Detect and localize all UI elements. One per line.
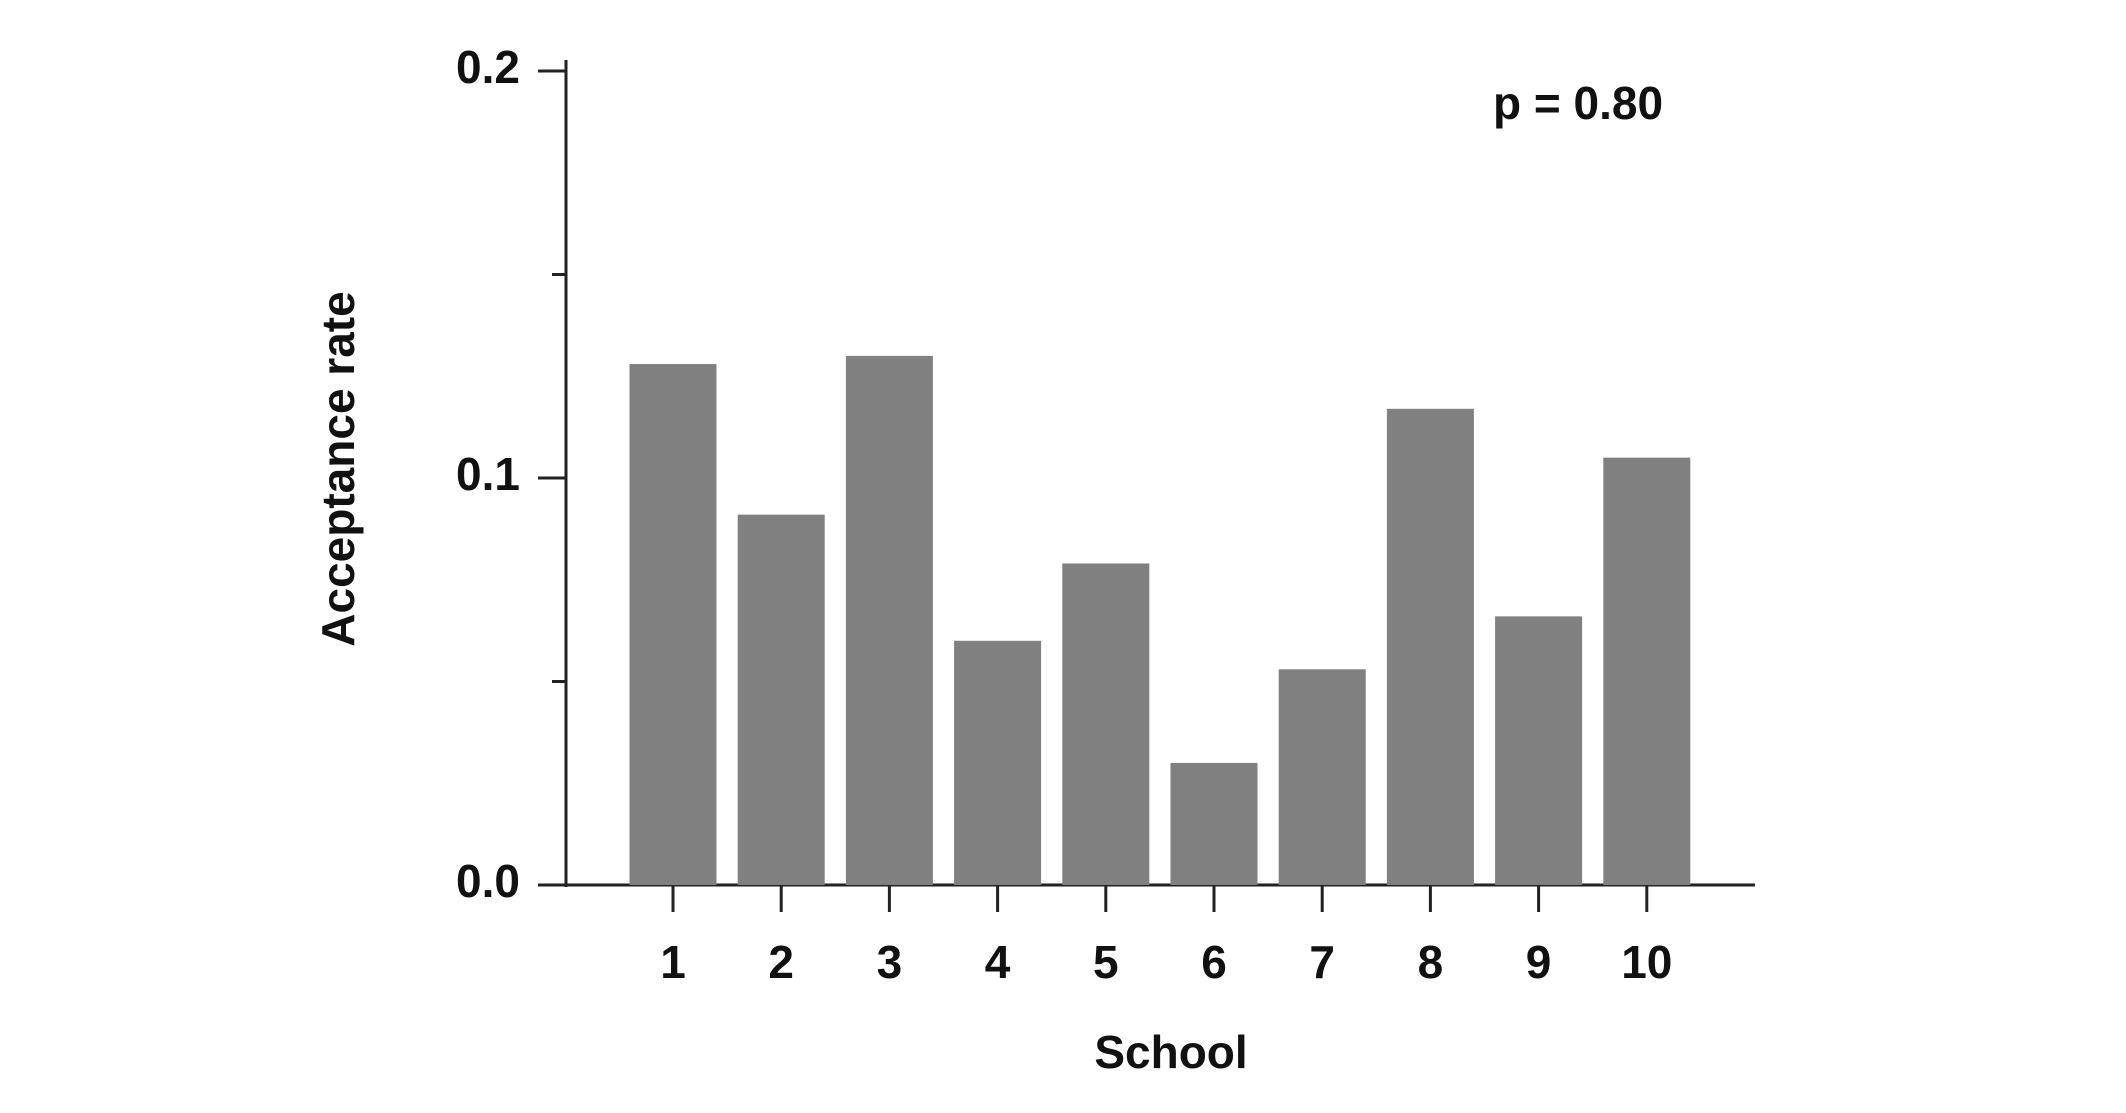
y-tick-label: 0.1	[456, 448, 520, 500]
bar	[1278, 669, 1366, 885]
annotation: p = 0.80	[1493, 77, 1663, 129]
bar	[629, 364, 717, 885]
x-axis-label: School	[1094, 1026, 1247, 1078]
bar	[1495, 616, 1583, 885]
bar	[1170, 762, 1258, 885]
y-axis-label: Acceptance rate	[312, 291, 364, 646]
x-tick-label: 3	[877, 936, 903, 988]
x-tick-label: 9	[1526, 936, 1552, 988]
bar	[737, 514, 825, 885]
x-tick-label: 10	[1621, 936, 1672, 988]
y-tick-label: 0.2	[456, 41, 520, 93]
x-tick-label: 6	[1201, 936, 1227, 988]
x-tick-label: 2	[768, 936, 794, 988]
x-tick-label: 8	[1418, 936, 1444, 988]
bar	[954, 640, 1042, 885]
x-tick-label: 4	[985, 936, 1011, 988]
bar	[1386, 408, 1474, 885]
x-tick-label: 1	[660, 936, 686, 988]
x-tick-label: 7	[1309, 936, 1335, 988]
x-tick-label: 5	[1093, 936, 1119, 988]
y-tick-label: 0.0	[456, 855, 520, 907]
bar	[845, 355, 933, 885]
bar	[1603, 457, 1691, 885]
bar	[1062, 563, 1150, 885]
